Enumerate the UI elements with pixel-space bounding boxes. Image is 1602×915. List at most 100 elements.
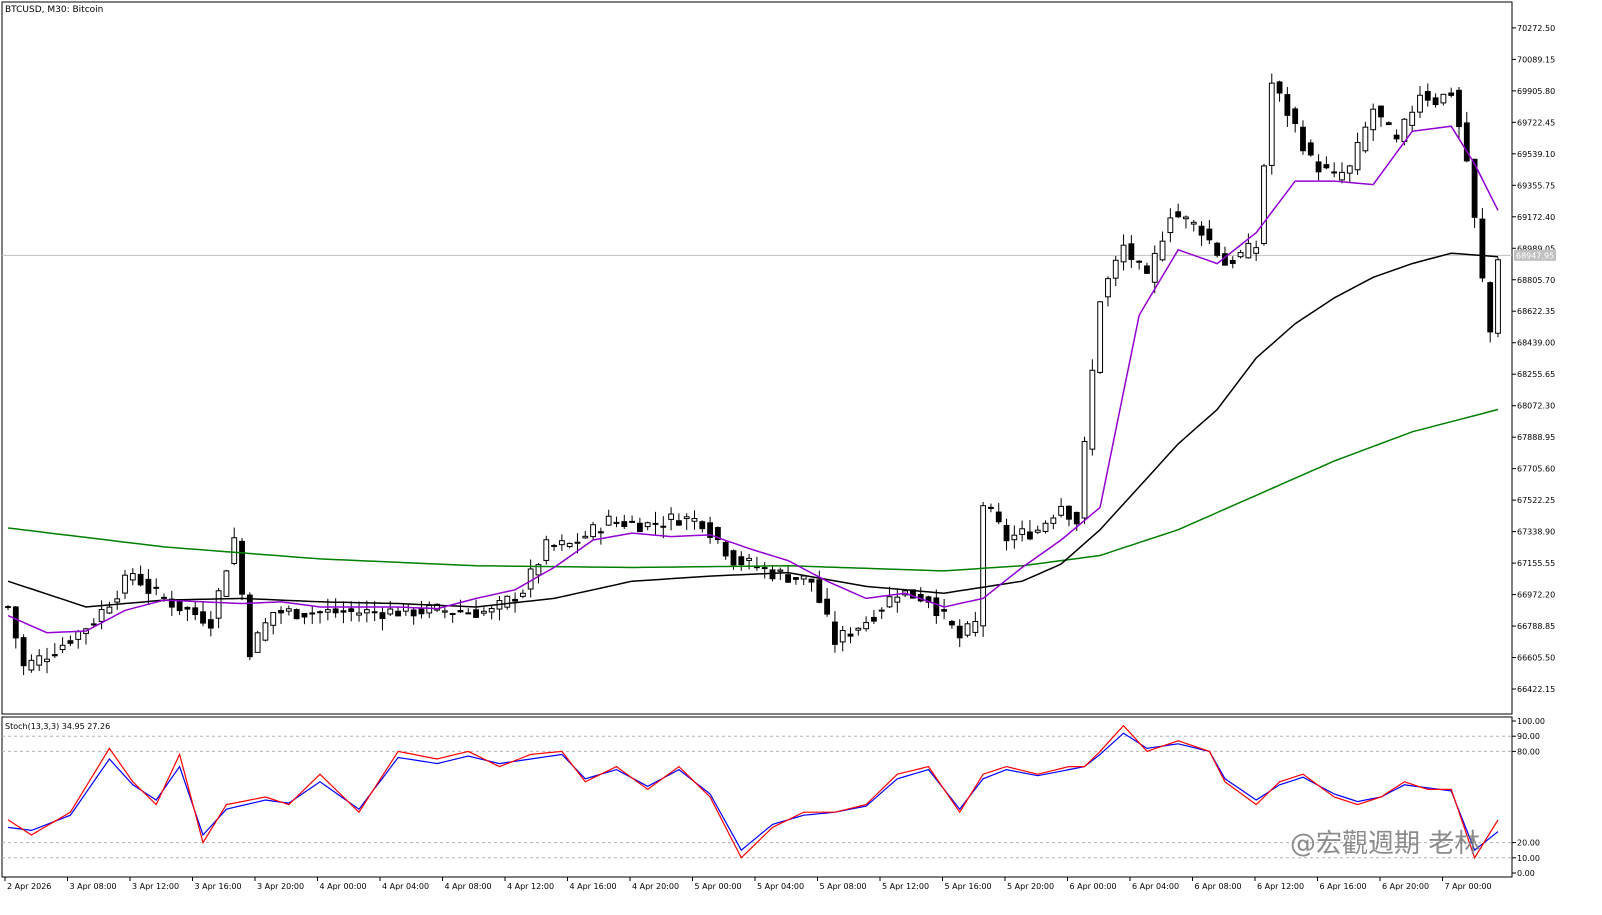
candle-down — [1463, 122, 1470, 162]
price-pane-frame — [1, 1, 1513, 715]
stochastic-axis[interactable]: 100.00 90.00 80.00 20.00 10.00 0.00 — [1512, 717, 1545, 878]
candle-up — [1034, 529, 1041, 533]
candle-down — [1385, 122, 1392, 126]
candle-down — [12, 606, 19, 639]
candle-down — [941, 609, 948, 612]
candle-up — [582, 535, 589, 539]
candle-down — [67, 640, 74, 644]
candle-up — [324, 609, 331, 613]
candle-up — [894, 596, 901, 603]
candle-up — [886, 596, 893, 608]
candle-down — [597, 531, 604, 534]
price-tick-label: 67522.25 — [1517, 496, 1555, 505]
candle-up — [878, 609, 885, 612]
time-tick-label: 5 Apr 12:00 — [882, 882, 929, 891]
price-tick-label: 68805.70 — [1517, 276, 1555, 285]
candle-down — [1214, 242, 1221, 256]
price-tick-label: 66788.85 — [1517, 622, 1555, 631]
candle-up — [223, 570, 230, 597]
candle-down — [1479, 218, 1486, 279]
candle-down — [301, 612, 308, 618]
candle-down — [1424, 91, 1431, 101]
candle-up — [535, 564, 542, 576]
time-tick-label: 6 Apr 04:00 — [1132, 882, 1179, 891]
time-tick-label: 4 Apr 00:00 — [320, 882, 367, 891]
candle-down — [1136, 260, 1143, 263]
candle-down — [161, 596, 167, 599]
candle-up — [574, 541, 581, 544]
candle-down — [5, 606, 11, 609]
candle-down — [1276, 81, 1283, 94]
candle-down — [200, 611, 206, 624]
candle-down — [184, 606, 191, 610]
candle-up — [1362, 126, 1369, 152]
candle-up — [1440, 93, 1447, 104]
candle-up — [839, 629, 846, 643]
candle-up — [527, 568, 534, 590]
candle-up — [106, 606, 113, 614]
candle-up — [129, 573, 136, 581]
candle-up — [1409, 111, 1416, 126]
candle-up — [426, 604, 433, 614]
price-tick-label: 68989.05 — [1517, 244, 1555, 253]
price-tick-label: 68255.65 — [1517, 370, 1555, 379]
candle-down — [824, 598, 831, 615]
time-tick-label: 5 Apr 00:00 — [695, 882, 742, 891]
candle-up — [543, 539, 550, 561]
price-tick-label: 67705.60 — [1517, 465, 1555, 474]
candle-down — [847, 633, 854, 637]
time-tick-label: 2 Apr 2026 — [7, 882, 51, 891]
price-tick-label: 69905.80 — [1517, 87, 1555, 96]
candle-down — [137, 573, 144, 586]
candle-down — [722, 541, 729, 557]
candle-up — [1417, 94, 1423, 113]
candle-down — [1175, 211, 1182, 218]
time-tick-label: 4 Apr 20:00 — [632, 882, 679, 891]
candle-up — [863, 622, 870, 630]
time-tick-label: 5 Apr 04:00 — [757, 882, 804, 891]
price-axis[interactable]: 70272.50 70089.15 69905.80 69722.45 69539.10… — [1512, 24, 1555, 694]
time-tick-label: 3 Apr 12:00 — [132, 882, 179, 891]
price-pane[interactable]: BTCUSD, M30: Bitcoin 70272.50 70089.15 699… — [1, 1, 1556, 715]
candle-up — [558, 540, 565, 546]
candle-up — [434, 603, 440, 611]
candle-up — [605, 515, 612, 526]
candle-up — [36, 655, 43, 666]
price-tick-label: 70089.15 — [1517, 55, 1555, 64]
candle-down — [793, 577, 799, 580]
time-tick-label: 4 Apr 08:00 — [445, 882, 492, 891]
candle-up — [1339, 171, 1345, 181]
stochastic-signal-line — [7, 732, 1499, 852]
candle-down — [51, 654, 58, 657]
candle-up — [1089, 369, 1096, 450]
stochastic-pane[interactable]: Stoch(13,3,3) 34.95 27.26 100.00 90.00 80.… — [1, 716, 1545, 878]
time-tick-label: 6 Apr 08:00 — [1195, 882, 1242, 891]
candle-down — [145, 578, 152, 594]
candle-up — [262, 622, 269, 641]
candle-up — [363, 609, 370, 614]
time-tick-label: 4 Apr 04:00 — [382, 882, 429, 891]
candle-up — [1042, 522, 1049, 532]
candle-down — [1393, 134, 1400, 140]
time-axis[interactable]: 2 Apr 2026 3 Apr 08:00 3 Apr 12:00 3 Apr 16… — [4, 877, 1492, 891]
candle-up — [449, 613, 456, 616]
candle-up — [683, 516, 690, 520]
price-tick-label: 66422.15 — [1517, 685, 1555, 694]
candle-down — [621, 521, 628, 527]
candle-up — [1401, 118, 1408, 143]
candle-down — [1003, 524, 1010, 542]
price-tick-label: 68439.00 — [1517, 339, 1555, 348]
time-tick-label: 6 Apr 00:00 — [1070, 882, 1117, 891]
time-tick-label: 6 Apr 12:00 — [1257, 882, 1304, 891]
candle-down — [816, 579, 823, 603]
candle-down — [1378, 105, 1384, 118]
candle-down — [761, 567, 768, 570]
candle-down — [1471, 158, 1478, 218]
candle-down — [738, 556, 745, 566]
candle-down — [988, 506, 994, 509]
ma-fast-line — [7, 125, 1499, 634]
time-tick-label: 7 Apr 00:00 — [1445, 882, 1492, 891]
candle-down — [1284, 94, 1291, 116]
candle-down — [20, 637, 27, 667]
